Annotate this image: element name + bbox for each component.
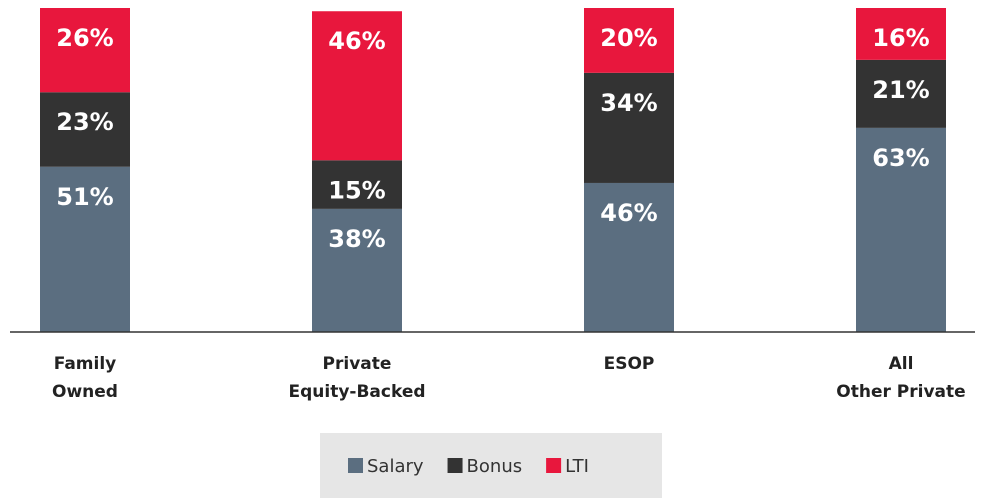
category-label: ESOP — [604, 354, 655, 374]
value-label: 51% — [56, 183, 113, 211]
value-label: 46% — [600, 199, 657, 227]
category-line: Equity-Backed — [288, 382, 425, 402]
bar-segment — [312, 208, 402, 332]
value-label: 26% — [56, 24, 113, 52]
value-label: 63% — [872, 144, 929, 172]
category-line: Other Private — [836, 382, 965, 402]
legend-swatch — [447, 458, 463, 473]
category-label: Family Owned — [52, 354, 118, 402]
legend-swatch — [546, 458, 562, 473]
bar-segment — [856, 8, 946, 60]
category-label: Private Equity-Backed — [288, 354, 425, 402]
bar-segment — [584, 182, 674, 332]
bar-segment — [856, 59, 946, 128]
legend-label: LTI — [565, 456, 589, 477]
bar-segment — [312, 160, 402, 209]
value-label: 15% — [328, 176, 385, 204]
legend-label: Salary — [367, 456, 424, 477]
value-label: 23% — [56, 108, 113, 136]
value-label: 46% — [328, 27, 385, 55]
bar-segment — [856, 127, 946, 332]
legend-label: Bonus — [467, 456, 523, 477]
category-line: Private — [323, 354, 392, 374]
category-line: Family — [54, 354, 117, 374]
legend-swatch — [348, 458, 363, 473]
value-label: 34% — [600, 89, 657, 117]
value-label: 16% — [872, 24, 929, 52]
value-label: 21% — [872, 76, 929, 104]
category-line: All — [889, 354, 914, 374]
category-line: Owned — [52, 382, 118, 402]
bar-segment — [40, 92, 130, 167]
bar-segment — [312, 11, 402, 161]
value-label: 20% — [600, 24, 657, 52]
legend-box — [320, 433, 662, 498]
category-label: All Other Private — [836, 354, 965, 402]
bar-segment — [584, 8, 674, 73]
value-label: 38% — [328, 225, 385, 253]
category-line: ESOP — [604, 354, 655, 374]
bar-segment — [584, 72, 674, 183]
bar-segment — [40, 8, 130, 93]
bar-segment — [40, 166, 130, 332]
